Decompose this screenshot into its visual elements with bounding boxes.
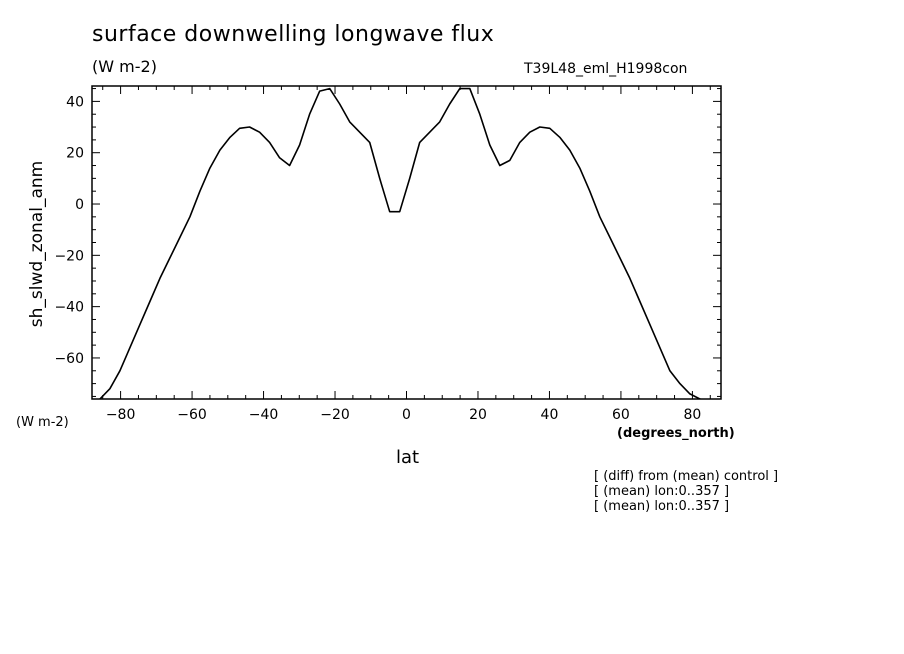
x-tick-label: 80: [683, 407, 701, 423]
x-tick-label: −40: [249, 407, 279, 423]
y-tick-label: 40: [66, 94, 84, 110]
x-tick-label: 60: [612, 407, 630, 423]
x-axis-units: (degrees_north): [617, 426, 735, 441]
x-tick-labels: −80 −60 −40 −20 0 20 40 60 80: [106, 407, 702, 423]
y-tick-label: 0: [75, 197, 84, 213]
note-line: [ (mean) lon:0..357 ]: [594, 499, 730, 514]
y-tick-label: −60: [54, 351, 84, 367]
run-id: T39L48_eml_H1998con: [524, 61, 688, 77]
axis-ticks: [92, 86, 721, 399]
note-line: [ (diff) from (mean) control ]: [594, 469, 779, 484]
series-line-0: [99, 87, 704, 399]
note-line: [ (mean) lon:0..357 ]: [594, 484, 730, 499]
title-units: (W m-2): [92, 57, 157, 76]
plot-frame: [91, 85, 722, 400]
y-tick-labels: −60 −40 −20 0 20 40: [54, 94, 84, 367]
x-tick-label: −80: [106, 407, 136, 423]
x-axis-label: lat: [396, 447, 420, 468]
x-tick-label: −60: [177, 407, 207, 423]
chart-title: surface downwelling longwave flux: [92, 22, 495, 47]
y-axis-label: sh_slwd_zonal_anm: [27, 161, 47, 327]
x-tick-label: −20: [320, 407, 350, 423]
y-tick-label: −40: [54, 300, 84, 316]
series-group: [99, 87, 704, 399]
x-tick-label: 20: [469, 407, 487, 423]
x-tick-label: 40: [541, 407, 559, 423]
y-tick-label: −20: [54, 248, 84, 264]
y-tick-label: 20: [66, 146, 84, 162]
y-axis-units: (W m-2): [16, 415, 69, 430]
notes-block: [ (diff) from (mean) control ] [ (mean) …: [594, 469, 778, 514]
x-tick-label: 0: [402, 407, 411, 423]
